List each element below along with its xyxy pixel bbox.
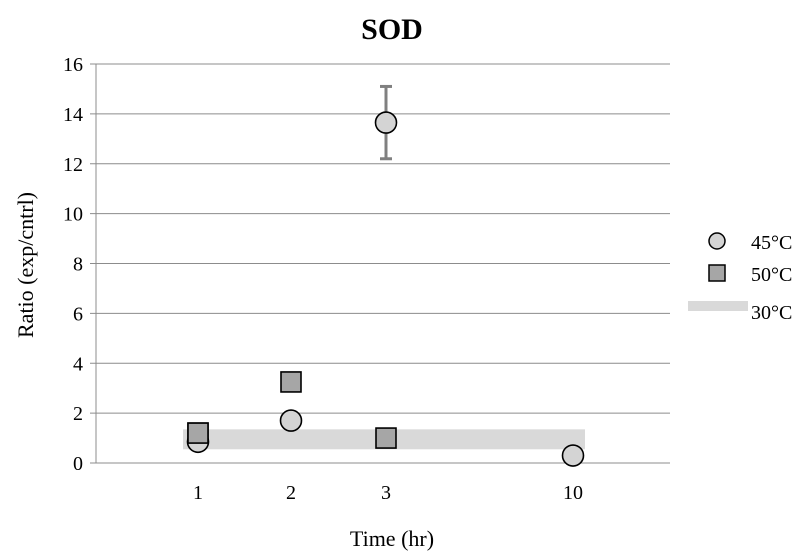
y-axis-label: Ratio (exp/cntrl) <box>13 192 38 338</box>
y-tick-label: 2 <box>73 403 83 425</box>
legend-marker-50c <box>708 264 726 282</box>
legend-label-30c: 30°C <box>751 302 792 324</box>
x-tick-labels: 1 2 3 10 <box>193 482 583 504</box>
point-50c <box>375 427 397 449</box>
gridlines <box>96 63 670 414</box>
x-tick-label: 2 <box>286 482 296 504</box>
y-tick-label: 4 <box>73 353 83 375</box>
legend: 45°C 50°C 30°C <box>688 232 792 324</box>
y-tick-labels: 0 2 4 6 8 10 12 14 16 <box>63 54 83 475</box>
x-tick-label: 10 <box>563 482 583 504</box>
chart-title: SOD <box>361 13 423 46</box>
x-tick-label: 3 <box>381 482 391 504</box>
x-axis-label: Time (hr) <box>350 526 434 551</box>
legend-label-45c: 45°C <box>751 232 792 254</box>
legend-label-50c: 50°C <box>751 264 792 286</box>
point-50c-front <box>187 422 209 444</box>
legend-marker-30c <box>688 301 748 311</box>
y-tick-label: 12 <box>63 154 83 176</box>
point-45c <box>374 111 398 134</box>
point-45c <box>279 409 303 432</box>
y-tick-label: 14 <box>63 104 83 126</box>
point-50c <box>280 371 302 393</box>
y-tick-label: 16 <box>63 54 83 76</box>
y-tick-label: 8 <box>73 254 83 276</box>
x-tick-label: 1 <box>193 482 203 504</box>
y-tick-label: 0 <box>73 453 83 475</box>
y-tick-label: 6 <box>73 303 83 325</box>
legend-marker-45c <box>708 232 726 250</box>
point-45c <box>561 444 585 467</box>
data-markers <box>186 111 585 467</box>
y-tick-label: 10 <box>63 204 83 226</box>
